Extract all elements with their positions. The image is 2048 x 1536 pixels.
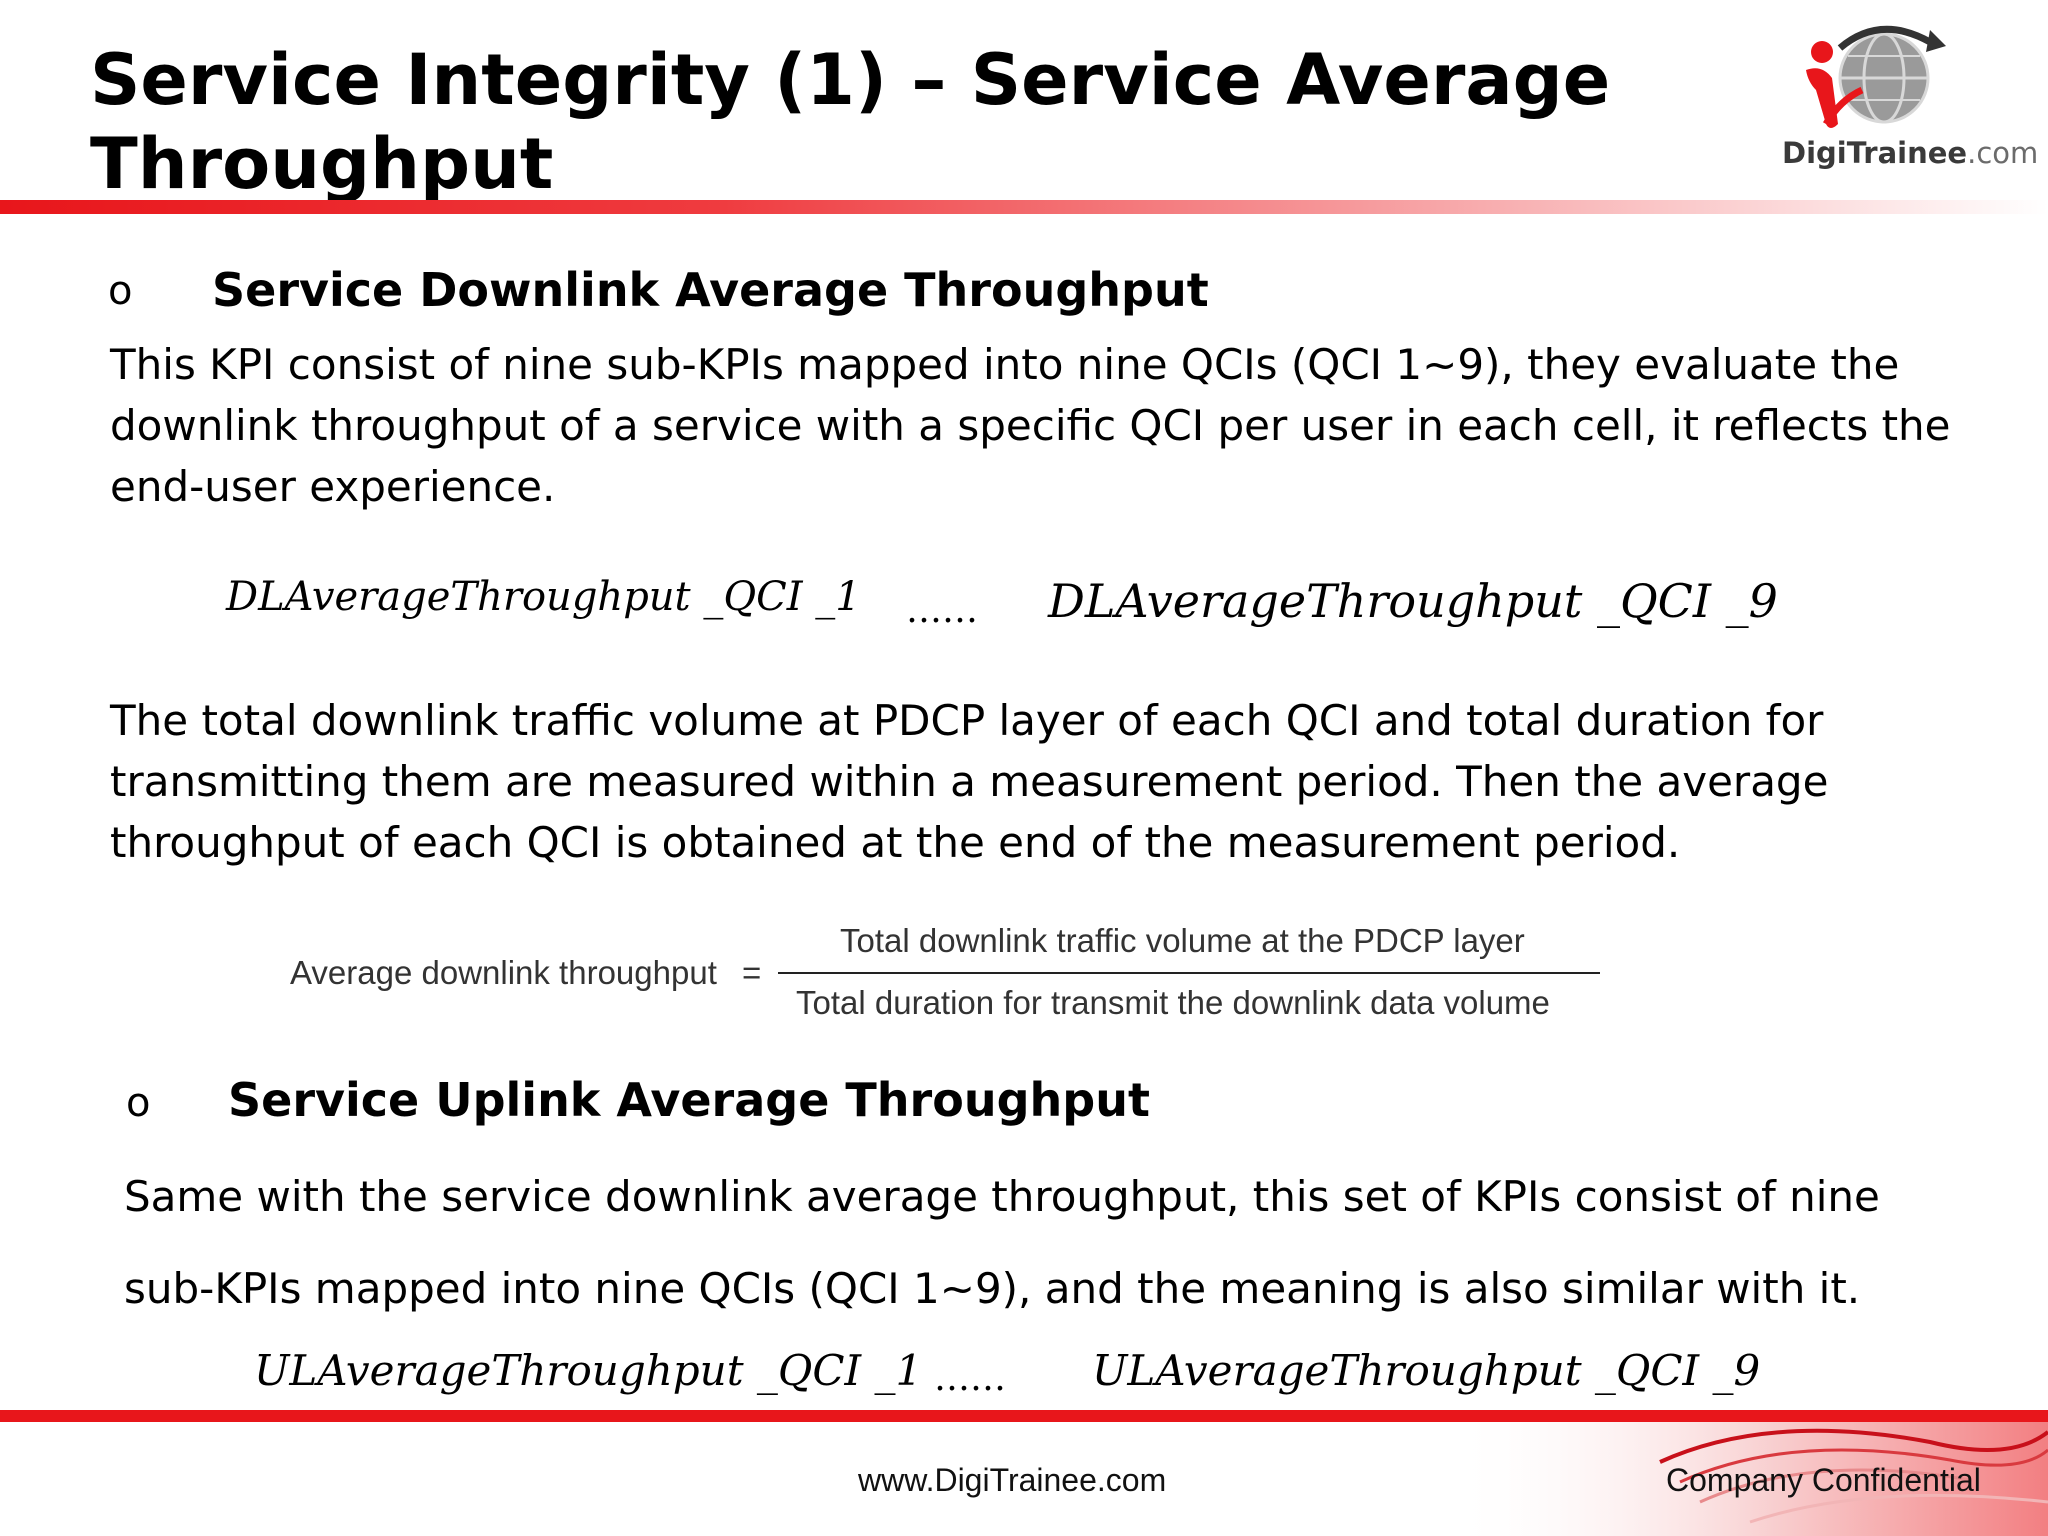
downlink-description: This KPI consist of nine sub-KPIs mapped… <box>110 340 1951 511</box>
downlink-bullet: o <box>108 268 133 314</box>
ul-formula-qci9: ULAverageThroughput _QCI _9 <box>1092 1346 1761 1395</box>
equation-equals: = <box>742 954 762 991</box>
dl-formula-qci1: DLAverageThroughput _QCI _1 <box>226 574 861 620</box>
equation-denominator: Total duration for transmit the downlink… <box>796 984 1550 1021</box>
dl-formula-qci9: DLAverageThroughput _QCI _9 <box>1048 574 1778 628</box>
footer-confidential: Company Confidential <box>1666 1462 1981 1498</box>
equation-fraction-bar <box>778 972 1600 974</box>
digitrainee-logo-icon <box>1806 25 1946 128</box>
dl-formula-ellipsis: …… <box>906 590 978 631</box>
uplink-bullet: o <box>126 1080 151 1126</box>
slide-title: Service Integrity (1) – Service Average … <box>90 39 1611 205</box>
downlink-heading: Service Downlink Average Throughput <box>212 263 1209 317</box>
ul-formula-ellipsis: …… <box>934 1358 1006 1399</box>
equation-lhs: Average downlink throughput <box>290 954 717 991</box>
footer-divider <box>0 1410 2048 1422</box>
ul-formula-qci1: ULAverageThroughput _QCI _1 <box>254 1346 923 1395</box>
logo-wordmark: DigiTrainee.com <box>1782 136 2039 170</box>
uplink-heading: Service Uplink Average Throughput <box>228 1073 1150 1127</box>
uplink-description-line1: Same with the service downlink average t… <box>124 1172 1880 1221</box>
uplink-description-line2: sub-KPIs mapped into nine QCIs (QCI 1~9)… <box>124 1264 1861 1313</box>
footer-website: www.DigiTrainee.com <box>858 1462 1167 1498</box>
equation-numerator: Total downlink traffic volume at the PDC… <box>840 922 1525 959</box>
title-divider <box>0 200 2048 214</box>
footer-decoration <box>1450 1422 2048 1536</box>
downlink-method: The total downlink traffic volume at PDC… <box>110 696 1829 867</box>
